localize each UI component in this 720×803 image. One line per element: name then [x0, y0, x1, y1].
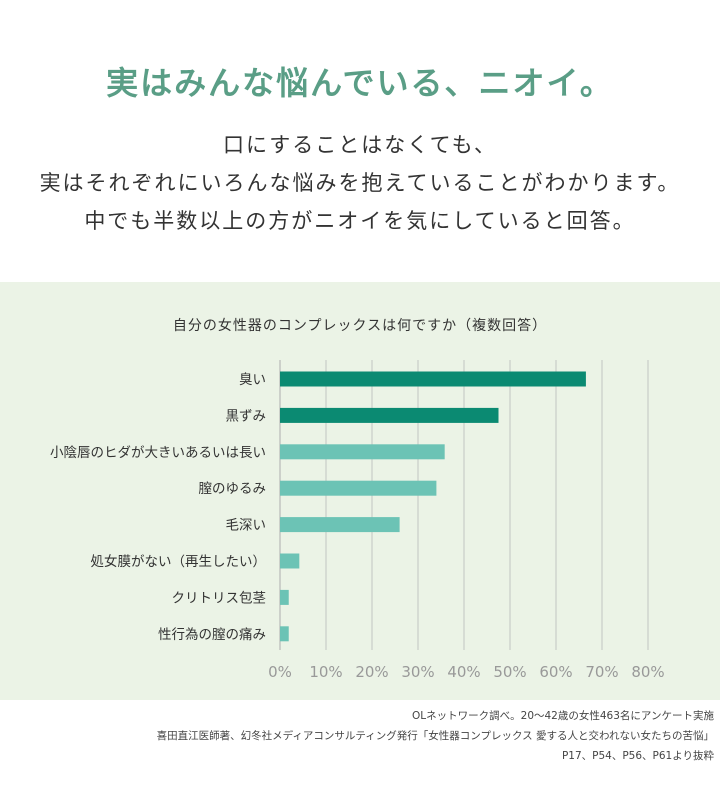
- x-tick-label: 80%: [631, 663, 664, 681]
- footnote-line: 喜田直江医師著、幻冬社メディアコンサルティング発行「女性器コンプレックス 愛する…: [156, 730, 714, 742]
- bar: [280, 589, 289, 605]
- category-label: 黒ずみ: [226, 408, 267, 424]
- x-tick-label: 70%: [585, 663, 618, 681]
- x-tick-label: 20%: [355, 663, 388, 681]
- bar: [280, 480, 437, 496]
- x-tick-label: 50%: [493, 663, 526, 681]
- chart-panel: 自分の女性器のコンプレックスは何ですか（複数回答） 0% 10% 20% 30% 40%…: [0, 282, 720, 700]
- source-footnote: OLネットワーク調べ。20〜42歳の女性463名にアンケート実施 喜田直江医師著…: [157, 706, 714, 766]
- bar: [280, 444, 445, 460]
- x-tick-label: 10%: [309, 663, 342, 681]
- footnote-line: P17、P54、P56、P61より抜粋: [561, 750, 714, 762]
- bar: [280, 553, 300, 569]
- footnote-line: OLネットワーク調べ。20〜42歳の女性463名にアンケート実施: [412, 710, 714, 722]
- category-label: 膣のゆるみ: [199, 480, 267, 497]
- category-label: 毛深い: [226, 518, 267, 534]
- intro-line: 口にすることはなくても、: [223, 133, 497, 157]
- category-label: 臭い: [239, 372, 266, 388]
- x-tick-label: 40%: [447, 663, 480, 681]
- chart-title: 自分の女性器のコンプレックスは何ですか（複数回答）: [172, 318, 548, 334]
- headline: 実はみんな悩んでいる、ニオイ。: [106, 64, 614, 102]
- bar: [280, 626, 289, 642]
- category-label: 処女膜がない（再生したい）: [91, 553, 267, 570]
- x-tick-label: 0%: [268, 663, 292, 681]
- intro-text: 口にすることはなくても、 実はそれぞれにいろんな悩みを抱えていることがわかります…: [0, 126, 720, 240]
- bar: [280, 407, 499, 423]
- bar: [280, 517, 400, 533]
- bar: [280, 371, 586, 387]
- x-tick-label: 30%: [401, 663, 434, 681]
- x-tick-label: 60%: [539, 663, 572, 681]
- category-label: クリトリス包茎: [172, 590, 267, 606]
- complaints-bar-chart: 0% 10% 20% 30% 40% 50% 60% 70% 80% 臭い黒ずみ小陰唇のヒダが大き…: [50, 360, 665, 681]
- intro-line: 中でも半数以上の方がニオイを気にしていると回答。: [84, 209, 636, 233]
- category-label: 小陰唇のヒダが大きいあるいは長い: [50, 445, 266, 461]
- intro-line: 実はそれぞれにいろんな悩みを抱えていることがわかります。: [39, 171, 681, 195]
- category-label: 性行為の膣の痛み: [158, 626, 266, 643]
